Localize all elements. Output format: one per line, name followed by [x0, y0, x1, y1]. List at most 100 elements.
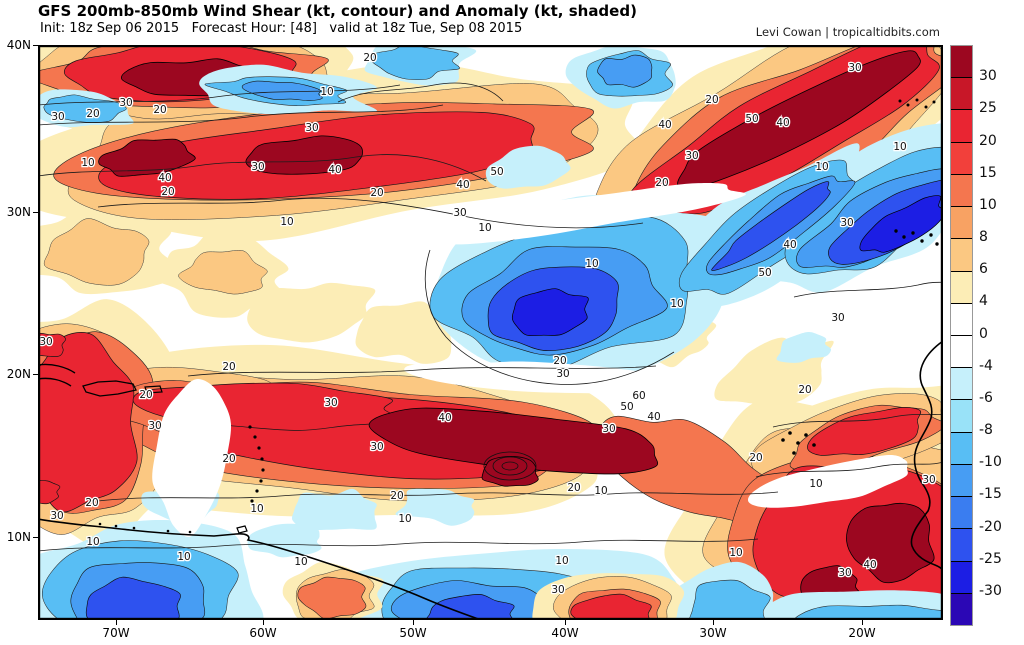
- contour-label: 30: [848, 62, 861, 74]
- colorbar-tick-label: 10: [979, 196, 997, 213]
- colorbar-segment: [951, 141, 972, 174]
- contour-label: 10: [594, 485, 607, 497]
- colorbar-tick-label: 8: [979, 229, 988, 245]
- contour-label: 20: [390, 490, 403, 502]
- colorbar-tick-label: -6: [979, 389, 993, 406]
- contour-label: 20: [370, 187, 383, 199]
- latitude-label: 20N: [6, 367, 31, 381]
- contour-label: 50: [745, 113, 758, 125]
- colorbar-segment: [951, 334, 972, 368]
- contour-label: 30: [685, 150, 698, 162]
- contour-label: 10: [729, 547, 742, 559]
- contour-label: 10: [86, 536, 99, 548]
- contour-label: 40: [776, 117, 789, 129]
- negative-anomaly-shading: [38, 45, 943, 620]
- contour-label: 20: [86, 108, 99, 120]
- contour-label: 50: [758, 267, 771, 279]
- contour-label: 40: [158, 172, 171, 184]
- contour-label: 50: [620, 401, 633, 413]
- x-tick-mark: [565, 620, 566, 625]
- contour-label: 20: [567, 482, 580, 494]
- contour-label: 30: [602, 423, 615, 435]
- x-tick-mark: [263, 620, 264, 625]
- y-tick-mark: [33, 212, 38, 213]
- contour-label: 10: [398, 513, 411, 525]
- contour-label: 20: [139, 389, 152, 401]
- contour-label: 30: [119, 97, 132, 109]
- colorbar-tick-label: 30: [979, 68, 997, 85]
- contour-label: 40: [783, 239, 796, 251]
- contour-label: 30: [551, 584, 564, 596]
- contour-label: 30: [370, 441, 383, 453]
- contour-label: 30: [838, 567, 851, 579]
- contour-label: 10: [250, 503, 263, 515]
- contour-label: 10: [177, 551, 190, 563]
- colorbar-tick-label: -8: [979, 422, 993, 438]
- colorbar-tick-label: -10: [979, 454, 1002, 471]
- colorbar-segment: [951, 173, 972, 207]
- colorbar-segment: [951, 238, 972, 271]
- map-frame: [38, 45, 943, 620]
- contour-label: 30: [840, 217, 853, 229]
- contour-label: 10: [555, 555, 568, 567]
- contour-label: 40: [863, 559, 876, 571]
- contour-label: 20: [85, 497, 98, 509]
- contour-label: 20: [363, 52, 376, 64]
- latitude-label: 40N: [6, 38, 31, 52]
- colorbar-segment: [951, 367, 972, 400]
- latitude-label: 30N: [6, 205, 31, 219]
- x-tick-mark: [413, 620, 414, 625]
- contour-label: 10: [294, 556, 307, 568]
- credit-text: Levi Cowan | tropicaltidbits.com: [755, 25, 940, 39]
- colorbar-tick-label: -4: [979, 357, 993, 374]
- colorbar-tick-label: -30: [979, 582, 1002, 599]
- colorbar-tick-label: -20: [979, 518, 1002, 535]
- colorbar-segment: [951, 270, 972, 303]
- colorbar-tick-label: 20: [979, 132, 997, 149]
- longitude-label: 50W: [399, 626, 427, 640]
- contour-label: 30: [251, 161, 264, 173]
- init-forecast-valid-line: Init: 18z Sep 06 2015 Forecast Hour: [48…: [40, 21, 523, 36]
- colorbar-tick-label: -25: [979, 550, 1002, 567]
- contour-label: 30: [39, 336, 52, 348]
- contour-label: 10: [670, 298, 683, 310]
- colorbar-segment: [951, 528, 972, 561]
- x-tick-mark: [713, 620, 714, 625]
- contour-label: 10: [320, 86, 333, 98]
- contour-label: 40: [456, 179, 469, 191]
- y-tick-mark: [33, 45, 38, 46]
- y-tick-mark: [33, 374, 38, 375]
- colorbar-tick-label: 6: [979, 261, 988, 278]
- x-tick-mark: [862, 620, 863, 625]
- colorbar-segment: [951, 560, 972, 593]
- contour-label: 20: [153, 104, 166, 116]
- colorbar-tick-label: -15: [979, 486, 1002, 503]
- colorbar-tick-label: 4: [979, 293, 988, 310]
- colorbar-tick-label: 25: [979, 100, 997, 117]
- contour-label: 60: [632, 390, 645, 402]
- contour-label: 30: [922, 474, 935, 486]
- contour-label: 30: [305, 122, 318, 134]
- longitude-label: 30W: [699, 626, 727, 640]
- colorbar-segment: [951, 431, 972, 464]
- latitude-label: 10N: [6, 530, 31, 544]
- contour-label: 20: [222, 453, 235, 465]
- contour-label: 30: [324, 397, 337, 409]
- colorbar-segment: [951, 77, 972, 110]
- page-title: GFS 200mb-850mb Wind Shear (kt, contour)…: [38, 2, 637, 20]
- contour-label: 40: [328, 164, 341, 176]
- contour-label: 30: [50, 510, 63, 522]
- contour-value-labels: 30 20 30 20 10 40 20 10 30 40 30 10 20 20 30 40 50 30 20 40…: [38, 51, 937, 598]
- longitude-label: 70W: [102, 626, 130, 640]
- colorbar-segment: [951, 206, 972, 239]
- contour-label: 30: [453, 207, 466, 219]
- contour-label: 10: [809, 478, 822, 490]
- anomaly-colorbar: [950, 45, 973, 626]
- contour-label: 20: [222, 361, 235, 373]
- contour-label: 20: [798, 384, 811, 396]
- x-tick-mark: [116, 620, 117, 625]
- contour-label: 20: [749, 452, 762, 464]
- small-warm-blobs: [282, 562, 685, 620]
- colorbar-segment: [951, 46, 972, 78]
